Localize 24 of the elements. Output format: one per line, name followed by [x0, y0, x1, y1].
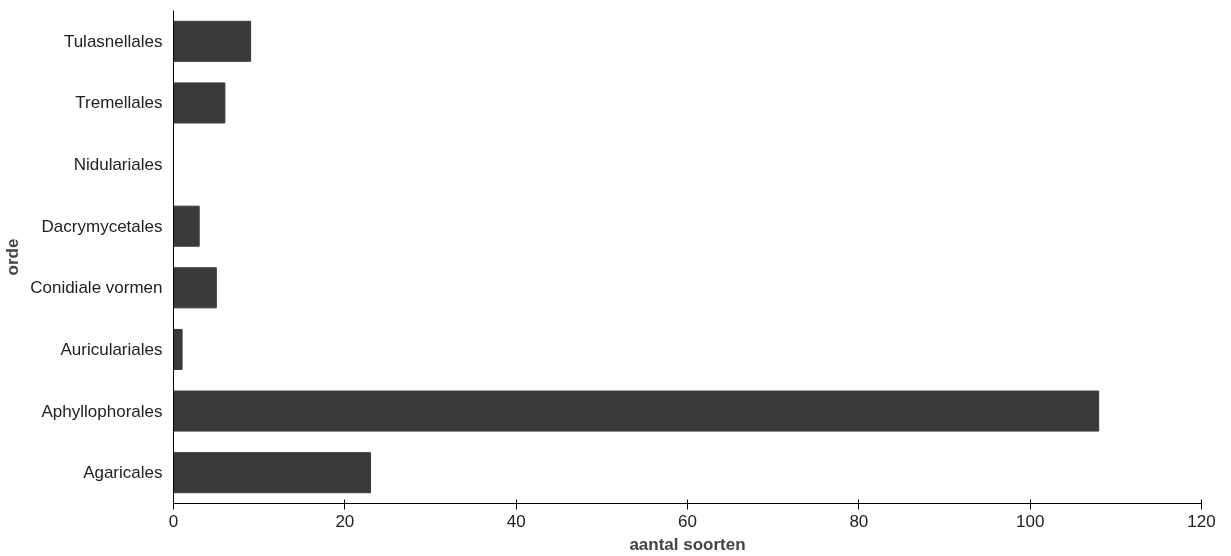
- x-tick-label: 40: [506, 511, 526, 531]
- x-tick-label: 80: [849, 511, 869, 531]
- x-tick-label: 20: [335, 511, 355, 531]
- y-tick-label: Agaricales: [83, 463, 163, 483]
- bar: [173, 328, 183, 370]
- x-tick-label: 60: [678, 511, 697, 531]
- x-tick-label: 0: [168, 511, 179, 531]
- y-tick-label: Aphyllophorales: [41, 401, 163, 421]
- bar: [173, 82, 226, 124]
- bar: [173, 390, 1100, 432]
- y-tick-label: Tremellales: [75, 93, 163, 113]
- y-tick-label: Nidulariales: [73, 155, 163, 175]
- y-axis-title: orde: [3, 238, 23, 276]
- y-tick-label: Conidiale vormen: [30, 278, 163, 298]
- x-axis-title: aantal soorten: [629, 534, 746, 554]
- bar: [173, 205, 200, 247]
- y-tick-label: Auriculariales: [60, 339, 163, 359]
- x-tick-label: 120: [1187, 511, 1216, 531]
- x-tick-label: 100: [1015, 511, 1045, 531]
- y-tick-label: Dacrymycetales: [41, 216, 163, 236]
- bar: [173, 452, 372, 494]
- bar: [173, 20, 252, 62]
- y-tick-label: Tulasnellales: [63, 31, 163, 51]
- bar: [173, 267, 217, 309]
